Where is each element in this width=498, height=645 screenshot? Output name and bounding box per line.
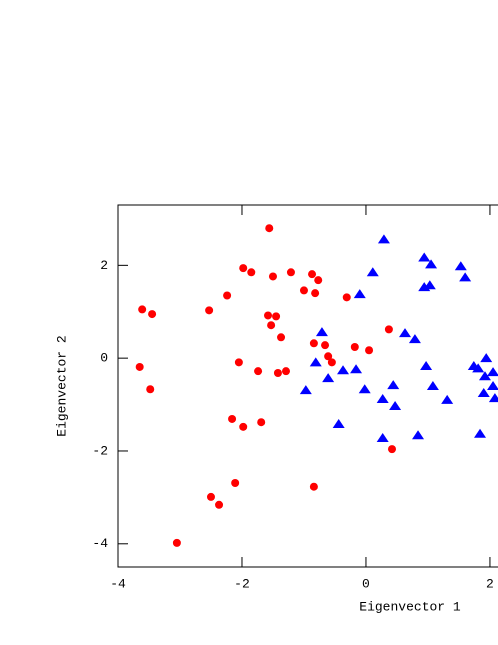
y-tick-label: -2 (92, 443, 108, 458)
circle-point (257, 418, 266, 427)
triangle-point (418, 252, 431, 262)
triangle-point (472, 363, 485, 373)
circle-point (148, 310, 157, 319)
triangle-point (425, 259, 438, 269)
circle-point (311, 289, 320, 298)
triangle-point (358, 384, 371, 394)
circle-point (135, 362, 144, 371)
triangle-point (420, 361, 433, 371)
circle-point (234, 358, 243, 367)
triangle-point (337, 365, 350, 375)
circle-point (254, 367, 263, 376)
circle-point (342, 293, 351, 302)
triangle-point (376, 432, 389, 442)
y-tick-label: -4 (92, 536, 108, 551)
circle-point (309, 482, 318, 491)
triangle-point (478, 371, 491, 381)
circle-point (268, 272, 277, 281)
circle-point (299, 286, 308, 295)
triangle-point (412, 430, 425, 440)
triangle-point (454, 261, 467, 271)
triangle-point (408, 334, 421, 344)
circle-point (265, 224, 274, 233)
triangle-point (474, 428, 487, 438)
circle-point (321, 341, 330, 350)
circle-point (281, 367, 290, 376)
circle-point (286, 268, 295, 277)
circle-point (309, 339, 318, 348)
triangle-point (423, 280, 436, 290)
circle-point (264, 311, 273, 320)
triangle-point (353, 289, 366, 299)
circle-point (206, 492, 215, 501)
triangle-point (487, 381, 498, 390)
circle-point (327, 358, 336, 367)
circle-point (308, 270, 317, 279)
circle-point (205, 306, 214, 315)
circle-point (350, 343, 359, 352)
circle-point (215, 500, 224, 509)
triangle-point (309, 357, 322, 367)
x-tick-label: 2 (486, 576, 494, 591)
triangle-point (350, 364, 363, 374)
circle-point (228, 414, 237, 423)
triangle-point (366, 267, 379, 277)
circle-point (172, 538, 181, 547)
triangle-point (477, 387, 490, 397)
y-tick-label: 2 (100, 258, 108, 273)
circle-point (146, 385, 155, 394)
circle-point (387, 445, 396, 454)
triangle-point (441, 394, 454, 404)
triangle-point (459, 272, 472, 282)
triangle-point (389, 400, 402, 410)
x-tick-label: 0 (362, 576, 370, 591)
circle-point (324, 352, 333, 361)
circle-point (277, 333, 286, 342)
triangle-point (299, 385, 312, 395)
triangle-point (387, 380, 400, 390)
circle-point (365, 346, 374, 355)
circle-point (239, 422, 248, 431)
x-tick-label: -4 (110, 576, 126, 591)
triangle-point (426, 381, 439, 390)
circle-point (314, 276, 323, 285)
circle-point (384, 325, 393, 334)
triangle-point (332, 419, 345, 429)
y-axis-label: Eigenvector 2 (54, 335, 69, 436)
triangle-point (377, 234, 390, 244)
circle-point (272, 312, 281, 321)
triangle-point (315, 327, 328, 337)
y-tick-label: 0 (100, 351, 108, 366)
x-axis-label: Eigenvector 1 (359, 599, 461, 614)
x-tick-label: -2 (234, 576, 250, 591)
circle-point (223, 291, 232, 300)
circle-point (273, 369, 282, 378)
triangle-point (322, 373, 335, 383)
triangle-point (480, 353, 493, 363)
triangle-point (399, 328, 412, 338)
circle-point (239, 264, 248, 273)
circle-point (138, 305, 147, 314)
circle-point (231, 478, 240, 487)
triangle-point (376, 393, 389, 403)
triangle-point (488, 393, 498, 403)
circle-point (247, 268, 256, 277)
circle-point (267, 321, 276, 330)
plot-frame (117, 204, 498, 568)
triangle-point (487, 367, 498, 377)
